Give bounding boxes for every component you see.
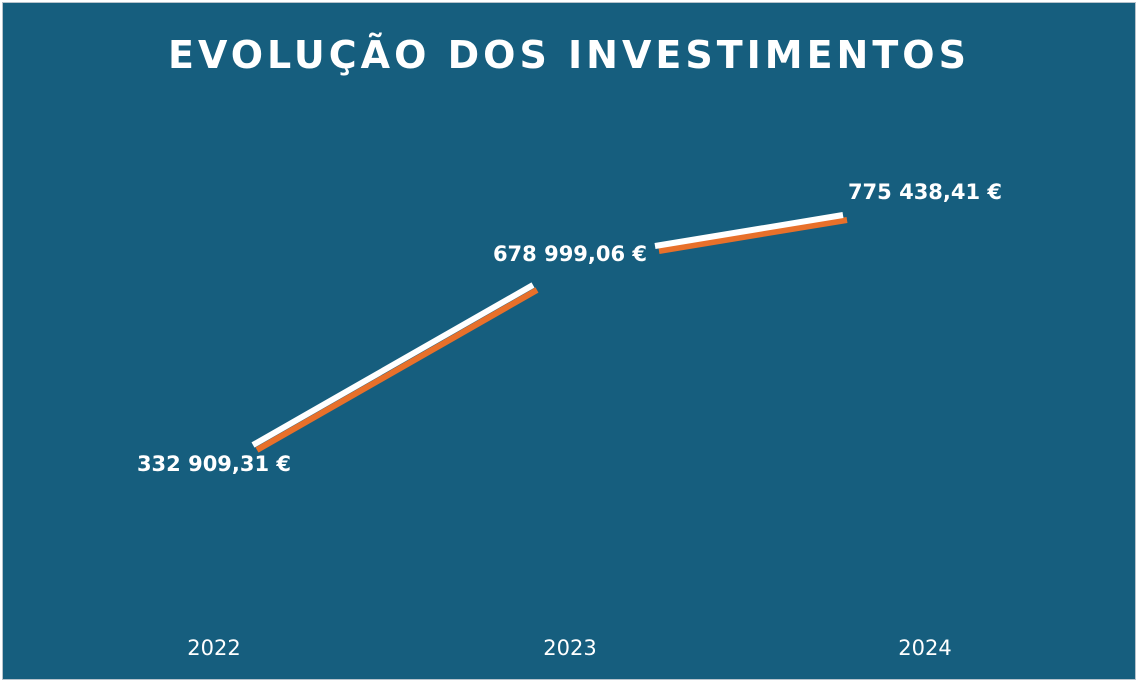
chart-plot: 332 909,31 € 678 999,06 € 775 438,41 € 2022… [137,180,1002,660]
data-label-2022: 332 909,31 € [137,452,291,476]
series-line-segment-1 [251,282,535,448]
series-line-shadow-2 [658,217,848,254]
data-label-2023: 678 999,06 € [493,242,647,266]
x-tick-label-2024: 2024 [898,636,951,660]
data-label-2024: 775 438,41 € [848,180,1002,204]
chart-title: EVOLUÇÃO DOS INVESTIMENTOS [168,33,970,77]
x-tick-label-2022: 2022 [187,636,240,660]
series-line-shadow-1 [255,287,539,453]
x-tick-label-2023: 2023 [543,636,596,660]
series-line-segment-2 [654,212,844,249]
